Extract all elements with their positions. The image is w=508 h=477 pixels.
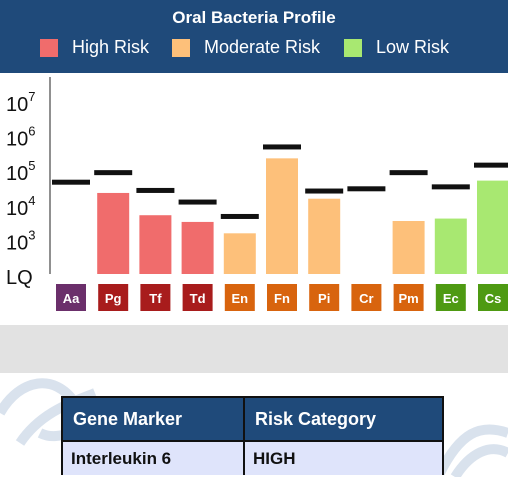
bar-pm: [392, 221, 425, 274]
y-tick-label: 103: [6, 227, 35, 254]
y-tick-label: 106: [6, 124, 35, 151]
legend-label-high-risk: High Risk: [72, 37, 150, 57]
category-tag-pi: [309, 284, 340, 311]
bar-cs: [477, 180, 508, 274]
category-label-aa: Aa: [63, 291, 80, 306]
y-tick-label: 105: [6, 158, 35, 185]
bar-en: [223, 233, 256, 274]
threshold-marker-en: [220, 213, 259, 219]
bar-td: [181, 221, 214, 274]
legend-label-moderate-risk: Moderate Risk: [204, 37, 321, 57]
bar-pi: [308, 198, 341, 274]
threshold-marker-ec: [431, 184, 470, 190]
category-tag-ec: [435, 284, 466, 311]
bar-tf: [139, 215, 172, 274]
chart-legend: High Risk Moderate Risk Low Risk: [0, 37, 508, 63]
table-row: Interleukin 6 HIGH: [61, 440, 444, 475]
threshold-marker-cs: [474, 162, 508, 168]
legend-swatch-low-risk: [344, 38, 362, 57]
threshold-marker-tf: [136, 187, 175, 193]
category-label-fn: Fn: [274, 291, 290, 306]
chart-title: Oral Bacteria Profile: [172, 8, 336, 27]
y-tick-label: 104: [6, 193, 35, 220]
column-header-gene-marker: Gene Marker: [61, 396, 245, 442]
bar-ec: [434, 218, 467, 274]
table-header-row: Gene Marker Risk Category: [61, 396, 444, 442]
divider-band: [0, 325, 508, 373]
threshold-marker-td: [178, 199, 217, 205]
y-tick-label: LQ: [6, 267, 33, 289]
category-label-tf: Tf: [149, 291, 162, 306]
legend-label-low-risk: Low Risk: [376, 37, 450, 57]
category-label-td: Td: [190, 291, 206, 306]
category-tag-en: [224, 284, 255, 311]
threshold-marker-pi: [305, 188, 344, 194]
threshold-markers: [52, 144, 508, 219]
category-tag-cr: [351, 284, 382, 311]
category-label-cr: Cr: [359, 291, 373, 306]
category-tag-aa: [56, 284, 86, 311]
bars-group: [97, 158, 508, 274]
category-label-pg: Pg: [105, 291, 122, 306]
chart-header: Oral Bacteria Profile High Risk Moderate…: [0, 0, 508, 73]
category-labels: Aa Pg Tf Td En Fn Pi Cr Pm Ec Cs: [56, 284, 508, 311]
category-tag-fn: [267, 284, 297, 311]
y-axis-ticks: LQ 103 104 105 106 107: [6, 89, 35, 289]
y-tick-label: 107: [6, 89, 35, 116]
cell-risk-category: HIGH: [243, 440, 444, 475]
category-label-ec: Ec: [443, 291, 459, 306]
category-label-cs: Cs: [485, 291, 502, 306]
category-tag-cs: [478, 284, 508, 311]
category-tag-pg: [98, 284, 129, 311]
legend-item-moderate-risk: Moderate Risk: [172, 37, 320, 58]
legend-swatch-high-risk: [40, 38, 58, 57]
legend-swatch-moderate-risk: [172, 38, 190, 57]
bacteria-bar-chart: LQ 103 104 105 106 107 Aa Pg Tf Td En Fn Pi Cr Pm Ec Cs: [6, 77, 508, 311]
threshold-marker-fn: [263, 144, 301, 150]
legend-item-low-risk: Low Risk: [344, 37, 449, 58]
threshold-marker-pg: [94, 170, 133, 176]
category-label-pi: Pi: [318, 291, 330, 306]
bar-fn: [266, 158, 298, 274]
cell-gene-marker: Interleukin 6: [61, 440, 245, 475]
category-label-pm: Pm: [398, 291, 418, 306]
category-label-en: En: [231, 291, 248, 306]
threshold-marker-cr: [347, 186, 386, 192]
legend-item-high-risk: High Risk: [40, 37, 149, 58]
category-tag-pm: [393, 284, 424, 311]
threshold-marker-pm: [389, 170, 428, 176]
category-tag-tf: [140, 284, 171, 311]
threshold-marker-aa: [52, 179, 90, 185]
category-tag-td: [182, 284, 213, 311]
bar-pg: [97, 192, 130, 274]
gene-marker-table: Gene Marker Risk Category Interleukin 6 …: [61, 396, 444, 475]
column-header-risk-category: Risk Category: [243, 396, 444, 442]
